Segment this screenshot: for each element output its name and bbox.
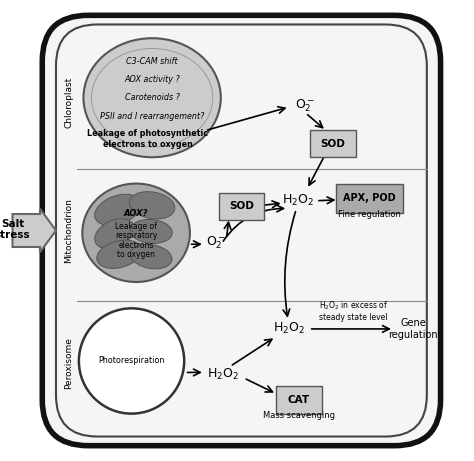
Text: Peroxisome: Peroxisome	[64, 337, 73, 389]
Text: AOX?: AOX?	[124, 209, 148, 218]
Text: Gene
regulation: Gene regulation	[388, 318, 438, 340]
Text: H$_2$O$_2$: H$_2$O$_2$	[282, 193, 314, 208]
Ellipse shape	[83, 38, 221, 157]
Text: H$_2$O$_2$: H$_2$O$_2$	[207, 367, 239, 382]
Text: O$^-_2$: O$^-_2$	[206, 234, 226, 251]
Text: AOX activity ?: AOX activity ?	[124, 75, 180, 84]
Ellipse shape	[130, 219, 172, 243]
Text: electrons: electrons	[118, 241, 154, 250]
Text: SOD: SOD	[229, 201, 254, 211]
Text: APX, POD: APX, POD	[343, 194, 396, 203]
Text: Chloroplast: Chloroplast	[64, 77, 73, 128]
Text: SOD: SOD	[320, 138, 346, 148]
Text: CAT: CAT	[288, 395, 310, 405]
Ellipse shape	[95, 219, 135, 248]
Ellipse shape	[130, 244, 172, 269]
FancyBboxPatch shape	[310, 130, 356, 157]
Text: to oxygen: to oxygen	[117, 250, 155, 259]
Text: Leakage of: Leakage of	[115, 222, 157, 231]
Circle shape	[79, 308, 184, 414]
Text: H$_2$O$_2$ in excess of
steady state level: H$_2$O$_2$ in excess of steady state lev…	[319, 299, 388, 322]
FancyBboxPatch shape	[337, 184, 403, 213]
FancyBboxPatch shape	[42, 15, 440, 446]
Text: respiratory: respiratory	[115, 231, 157, 241]
Ellipse shape	[82, 183, 190, 282]
FancyArrow shape	[12, 209, 56, 252]
Text: Leakage of photosynthetic
electrons to oxygen: Leakage of photosynthetic electrons to o…	[87, 129, 208, 148]
FancyBboxPatch shape	[276, 386, 321, 414]
Text: Mitochondrion: Mitochondrion	[64, 198, 73, 263]
Text: Photorespiration: Photorespiration	[98, 356, 165, 366]
Text: Salt
stress: Salt stress	[0, 219, 30, 240]
FancyBboxPatch shape	[219, 193, 264, 220]
Ellipse shape	[129, 192, 175, 219]
Text: PSII and I rearrangement?: PSII and I rearrangement?	[100, 112, 204, 120]
Text: H$_2$O$_2$: H$_2$O$_2$	[273, 321, 305, 337]
Ellipse shape	[97, 240, 142, 268]
Text: C3-CAM shift: C3-CAM shift	[127, 57, 178, 65]
Text: Fine regulation: Fine regulation	[338, 209, 401, 219]
Text: Carotenoids ?: Carotenoids ?	[125, 93, 180, 102]
Text: O$^-_2$: O$^-_2$	[295, 97, 316, 114]
Ellipse shape	[95, 194, 141, 225]
Text: Mass scavenging: Mass scavenging	[263, 411, 335, 420]
